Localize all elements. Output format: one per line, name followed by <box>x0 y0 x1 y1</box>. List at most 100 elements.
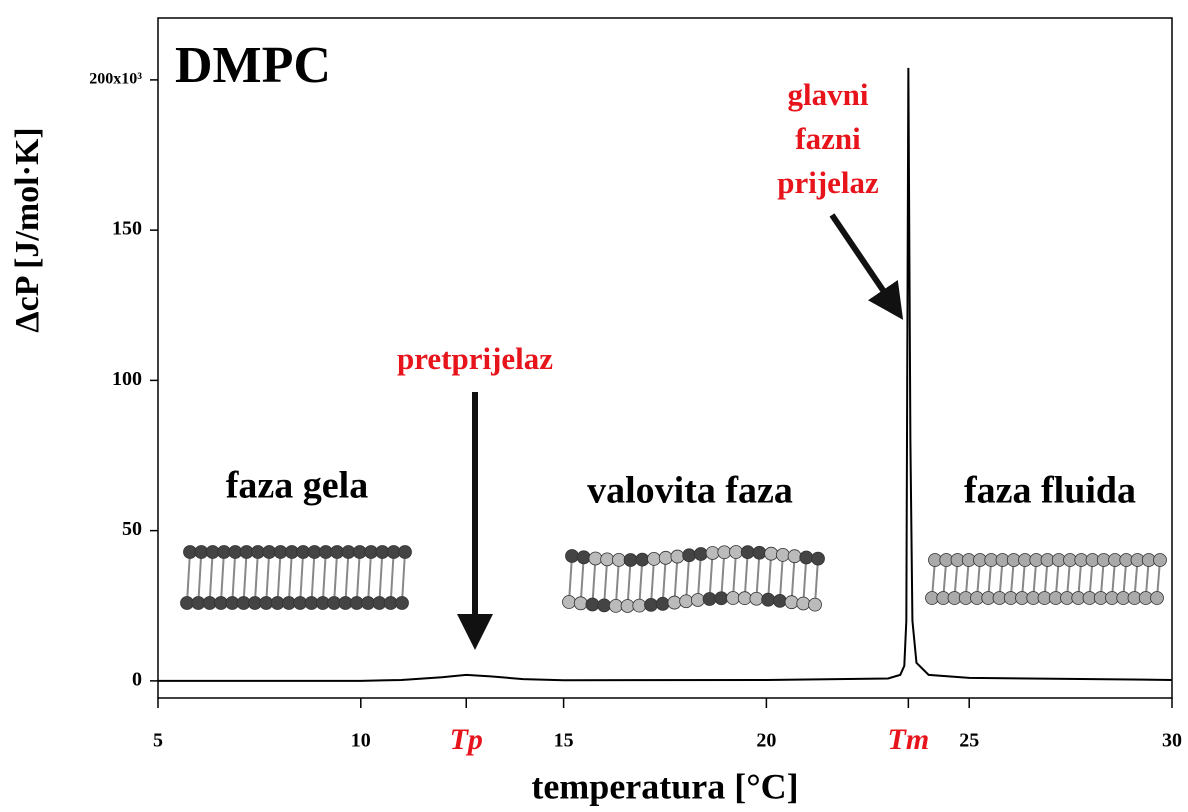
annotation: glavni <box>788 77 869 112</box>
x-tick-label: 15 <box>554 730 574 752</box>
lipid-head <box>765 547 778 560</box>
lipid-tail <box>698 554 701 600</box>
lipid-head <box>762 593 775 606</box>
lipid-tail <box>674 557 677 603</box>
lipid-tail <box>792 556 795 602</box>
lipid-head <box>656 597 669 610</box>
data-line <box>158 68 1172 681</box>
lipid-head <box>715 592 728 605</box>
membrane-illustrations <box>181 546 1167 613</box>
lipid-tail <box>232 552 235 603</box>
lipid-head <box>396 597 409 610</box>
lipid-head <box>563 596 576 609</box>
lipid-head <box>659 551 672 564</box>
lipid-head <box>797 597 810 610</box>
lipid-tail <box>604 559 607 605</box>
y-tick-label: 50 <box>122 518 142 540</box>
lipid-tail <box>379 552 382 603</box>
lipid-head <box>730 546 743 559</box>
lipid-head <box>741 546 754 559</box>
y-axis-label: ΔcP [J/mol·K] <box>9 127 46 332</box>
lipid-tail <box>628 560 631 606</box>
lipid-tail <box>733 552 736 598</box>
lipid-tail <box>300 552 303 603</box>
lipid-head <box>727 592 740 605</box>
lipid-head <box>399 546 412 559</box>
lipid-tail <box>244 552 247 603</box>
x-tick-label: Tm <box>888 723 930 756</box>
lipid-head <box>812 552 825 565</box>
lipid-head <box>668 596 681 609</box>
annotation: faza gela <box>226 465 368 507</box>
lipid-head <box>645 598 658 611</box>
annotation: fazni <box>795 121 861 156</box>
lipid-head <box>586 598 599 611</box>
lipid-head <box>788 550 801 563</box>
lipid-head <box>566 550 579 563</box>
lipid-head <box>577 551 590 564</box>
lipid-head <box>809 598 822 611</box>
lipid-tail <box>756 553 759 599</box>
y-tick-label: 100 <box>112 368 142 390</box>
lipid-tail <box>323 552 326 603</box>
lipid-head <box>598 599 611 612</box>
lipid-tail <box>278 552 281 603</box>
lipid-head <box>1154 554 1167 567</box>
annotation: prijelaz <box>777 165 879 200</box>
x-tick-label: 10 <box>351 730 371 752</box>
lipid-head <box>589 552 602 565</box>
x-axis-label: temperatura [°C] <box>531 766 798 806</box>
lipid-head <box>776 548 789 561</box>
lipid-head <box>1151 592 1164 605</box>
lipid-head <box>691 593 704 606</box>
x-tick-label: Tp <box>450 723 483 756</box>
lipid-tail <box>616 560 619 606</box>
lipid-head <box>648 552 661 565</box>
x-tick-label: 30 <box>1162 730 1182 752</box>
lipid-head <box>738 592 751 605</box>
lipid-head <box>706 546 719 559</box>
x-tick-label: 20 <box>756 730 776 752</box>
lipid-tail <box>187 552 190 603</box>
lipid-tail <box>198 552 201 603</box>
lipid-head <box>636 553 649 566</box>
page: DMPC temperatura [°C] ΔcP [J/mol·K] 0501… <box>0 0 1188 812</box>
lipid-tail <box>710 553 713 599</box>
lipid-tail <box>721 552 724 598</box>
lipid-head <box>750 592 763 605</box>
lipid-head <box>671 550 684 563</box>
lipid-head <box>612 553 625 566</box>
lipid-tail <box>569 556 572 602</box>
lipid-tail <box>345 552 348 603</box>
lipid-tail <box>357 552 360 603</box>
chart: DMPC temperatura [°C] ΔcP [J/mol·K] 0501… <box>0 0 1188 812</box>
y-tick-label: 200x10³ <box>89 71 142 88</box>
annotation: pretprijelaz <box>397 341 553 376</box>
arrow <box>832 215 893 305</box>
y-tick-label: 0 <box>132 668 142 690</box>
annotation: faza fluida <box>964 470 1136 512</box>
lipid-tail <box>266 552 269 603</box>
x-tick-label: 5 <box>153 730 163 752</box>
lipid-head <box>753 546 766 559</box>
lipid-head <box>785 596 798 609</box>
lipid-head <box>624 553 637 566</box>
lipid-tail <box>210 552 213 603</box>
lipid-tail <box>402 552 405 603</box>
x-tick-label: 25 <box>959 730 979 752</box>
lipid-tail <box>745 552 748 598</box>
lipid-tail <box>391 552 394 603</box>
lipid-head <box>601 553 614 566</box>
lipid-head <box>718 546 731 559</box>
y-tick-label: 150 <box>112 218 142 240</box>
lipid-head <box>703 592 716 605</box>
lipid-tail <box>663 558 666 604</box>
lipid-tail <box>368 552 371 603</box>
lipid-head <box>800 551 813 564</box>
lipid-head <box>621 599 634 612</box>
lipid-tail <box>639 560 642 606</box>
lipid-tail <box>289 552 292 603</box>
lipid-head <box>574 597 587 610</box>
lipid-head <box>680 595 693 608</box>
lipid-head <box>633 599 646 612</box>
